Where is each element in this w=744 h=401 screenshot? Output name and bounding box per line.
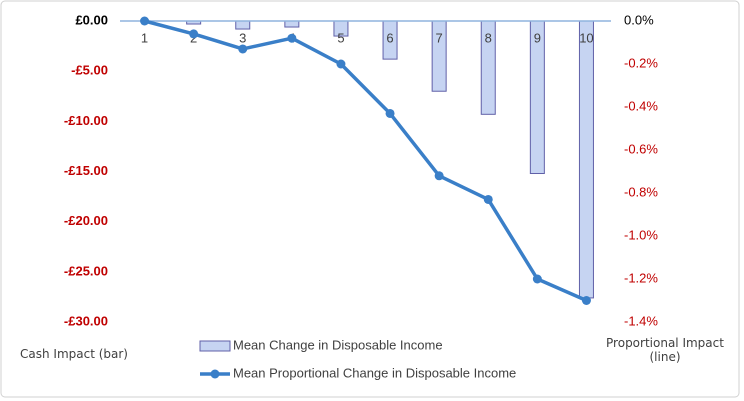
line-marker xyxy=(238,44,248,54)
line-marker xyxy=(581,296,591,305)
line-marker xyxy=(385,108,395,118)
x-tick-label: 1 xyxy=(141,30,148,45)
legend-swatch xyxy=(199,340,231,352)
y2-tick-label: -1.2% xyxy=(624,270,658,285)
line xyxy=(144,19,588,303)
y2-axis-title: Proportional Impact (line) xyxy=(606,336,724,364)
bar xyxy=(235,20,251,30)
y-tick-label: -£25.00 xyxy=(64,263,108,278)
line-marker xyxy=(189,29,199,39)
y-tick-label: -£10.00 xyxy=(64,113,108,128)
y-axis-title: Cash Impact (bar) xyxy=(20,347,128,361)
y2-tick-label: -0.6% xyxy=(624,141,658,156)
y-tick-label: -£5.00 xyxy=(71,63,108,78)
x-tick-label: 7 xyxy=(436,30,443,45)
line-marker xyxy=(140,16,150,26)
y2-tick-label: -0.8% xyxy=(624,184,658,199)
line-marker xyxy=(336,59,346,69)
legend-label: Mean Change in Disposable Income xyxy=(233,337,443,352)
x-tick-label: 10 xyxy=(579,30,593,45)
y2-tick-label: -1.0% xyxy=(624,227,658,242)
bar xyxy=(284,20,300,28)
y-tick-label: -£20.00 xyxy=(64,213,108,228)
line-marker xyxy=(532,274,542,284)
legend-marker xyxy=(210,369,220,379)
y2-tick-label: -0.4% xyxy=(624,98,658,113)
y2-tick-label: 0.0% xyxy=(624,12,654,27)
line-marker xyxy=(483,194,493,204)
x-tick-label: 9 xyxy=(534,30,541,45)
x-tick-label: 8 xyxy=(485,30,492,45)
x-tick-label: 3 xyxy=(239,30,246,45)
x-tick-label: 5 xyxy=(337,30,344,45)
x-tick-label: 6 xyxy=(386,30,393,45)
line-marker xyxy=(434,171,444,181)
y-tick-label: -£15.00 xyxy=(64,163,108,178)
line-marker xyxy=(287,33,297,43)
y2-tick-label: -1.4% xyxy=(624,313,658,328)
bar xyxy=(578,20,594,299)
y2-tick-label: -0.2% xyxy=(624,55,658,70)
y-tick-label: £0.00 xyxy=(75,12,108,27)
y-tick-label: -£30.00 xyxy=(64,313,108,328)
legend-label: Mean Proportional Change in Disposable I… xyxy=(233,365,516,380)
